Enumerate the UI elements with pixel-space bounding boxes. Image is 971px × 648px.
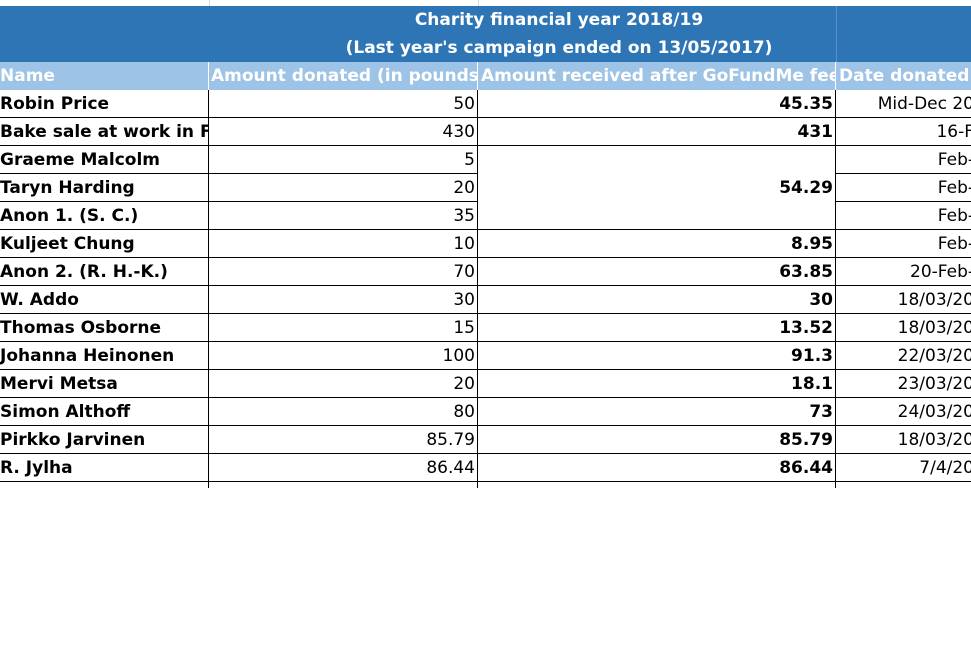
name-cell[interactable]: Pirkko Jarvinen [0, 426, 209, 454]
date-donated-cell[interactable]: 18/03/20 [836, 314, 971, 342]
amount-received-cell[interactable]: 30 [478, 286, 836, 314]
amount-received-cell[interactable]: 86.44 [478, 454, 836, 482]
grid-line [835, 482, 836, 488]
amount-received-cell[interactable]: 18.1 [478, 370, 836, 398]
date-donated-cell[interactable]: 24/03/20 [836, 398, 971, 426]
header-row: Name Amount donated (in pounds) Amount r… [0, 62, 971, 90]
amount-received-cell[interactable]: 73 [478, 398, 836, 426]
table-row: Bake sale at work in Feb43043116-F [0, 118, 971, 146]
amount-received-cell[interactable]: 45.35 [478, 90, 836, 118]
name-cell[interactable]: Simon Althoff [0, 398, 209, 426]
grid-line [209, 0, 210, 6]
name-cell[interactable]: W. Addo [0, 286, 209, 314]
date-donated-cell[interactable]: 23/03/20 [836, 370, 971, 398]
amount-received-cell[interactable]: 431 [478, 118, 836, 146]
header-name[interactable]: Name [0, 62, 209, 90]
amount-donated-cell[interactable]: 430 [209, 118, 478, 146]
date-donated-cell[interactable]: 18/03/20 [836, 426, 971, 454]
name-cell[interactable]: Taryn Harding [0, 174, 209, 202]
grid-line [208, 482, 209, 488]
amount-donated-cell[interactable]: 5 [209, 146, 478, 174]
grid-line [477, 482, 478, 488]
title-band: Charity financial year 2018/19 (Last yea… [0, 6, 971, 62]
date-donated-cell[interactable]: Feb- [836, 174, 971, 202]
table-row: Anon 2. (R. H.-K.) 70 63.85 20-Feb- [0, 258, 971, 286]
name-cell[interactable]: Anon 1. (S. C.) [0, 202, 209, 230]
date-donated-cell[interactable]: Feb- [836, 202, 971, 230]
amount-donated-cell[interactable]: 35 [209, 202, 478, 230]
name-cell[interactable]: Bake sale at work in Feb [0, 118, 209, 146]
table-row: Taryn Harding 20 Feb- [0, 174, 971, 202]
grid-line [478, 0, 479, 6]
amount-donated-cell[interactable]: 70 [209, 258, 478, 286]
amount-donated-cell[interactable]: 50 [209, 90, 478, 118]
amount-donated-cell[interactable]: 80 [209, 398, 478, 426]
amount-donated-cell[interactable]: 100 [209, 342, 478, 370]
table-row: Pirkko Jarvinen 85.79 85.79 18/03/20 [0, 426, 971, 454]
name-cell[interactable]: Johanna Heinonen [0, 342, 209, 370]
amount-donated-cell[interactable]: 20 [209, 174, 478, 202]
table-row: Anon 1. (S. C.) 35 Feb- [0, 202, 971, 230]
amount-received-cell[interactable]: 63.85 [478, 258, 836, 286]
date-donated-cell[interactable]: Feb- [836, 230, 971, 258]
table-row: Johanna Heinonen 100 91.3 22/03/20 [0, 342, 971, 370]
name-cell[interactable]: Thomas Osborne [0, 314, 209, 342]
amount-received-cell[interactable]: 85.79 [478, 426, 836, 454]
table-row: Kuljeet Chung 10 8.95 Feb- [0, 230, 971, 258]
date-donated-cell[interactable]: 7/4/20 [836, 454, 971, 482]
table-row: R. Jylha 86.44 86.44 7/4/20 [0, 454, 971, 482]
amount-donated-cell[interactable]: 30 [209, 286, 478, 314]
name-cell[interactable]: R. Jylha [0, 454, 209, 482]
amount-donated-cell[interactable]: 86.44 [209, 454, 478, 482]
amount-donated-cell[interactable]: 20 [209, 370, 478, 398]
sheet-title[interactable]: Charity financial year 2018/19 [414, 10, 704, 30]
table-row: Simon Althoff 80 73 24/03/20 [0, 398, 971, 426]
name-cell[interactable]: Robin Price [0, 90, 209, 118]
date-donated-cell[interactable]: 16-F [836, 118, 971, 146]
title-divider [836, 6, 837, 62]
table-row: Thomas Osborne 15 13.52 18/03/20 [0, 314, 971, 342]
date-donated-cell[interactable]: 22/03/20 [836, 342, 971, 370]
amount-received-cell[interactable]: 8.95 [478, 230, 836, 258]
amount-received-cell[interactable]: 91.3 [478, 342, 836, 370]
header-amount-donated[interactable]: Amount donated (in pounds) [209, 62, 478, 90]
name-cell[interactable]: Kuljeet Chung [0, 230, 209, 258]
data-rows: Robin Price 50 45.35 Mid-Dec 20 Bake sale at… [0, 90, 971, 482]
amount-received-cell[interactable]: 13.52 [478, 314, 836, 342]
header-date-donated[interactable]: Date donated [839, 66, 970, 86]
table-row: Graeme Malcolm 5 Feb- [0, 146, 971, 174]
date-donated-cell[interactable]: Mid-Dec 20 [836, 90, 971, 118]
amount-donated-cell[interactable]: 15 [209, 314, 478, 342]
table-row: Mervi Metsa 20 18.1 23/03/20 [0, 370, 971, 398]
header-amount-received[interactable]: Amount received after GoFundMe fees* [478, 62, 836, 90]
sheet-subtitle[interactable]: (Last year's campaign ended on 13/05/201… [345, 38, 773, 58]
table-row: Robin Price 50 45.35 Mid-Dec 20 [0, 90, 971, 118]
name-cell[interactable]: Graeme Malcolm [0, 146, 209, 174]
name-cell[interactable]: Mervi Metsa [0, 370, 209, 398]
date-donated-cell[interactable]: Feb- [836, 146, 971, 174]
amount-received-merged-cell[interactable]: 54.29 [478, 146, 836, 230]
date-donated-cell[interactable]: 20-Feb- [836, 258, 971, 286]
table-row: W. Addo 30 30 18/03/20 [0, 286, 971, 314]
amount-donated-cell[interactable]: 10 [209, 230, 478, 258]
amount-donated-cell[interactable]: 85.79 [209, 426, 478, 454]
date-donated-cell[interactable]: 18/03/20 [836, 286, 971, 314]
name-cell[interactable]: Anon 2. (R. H.-K.) [0, 258, 209, 286]
